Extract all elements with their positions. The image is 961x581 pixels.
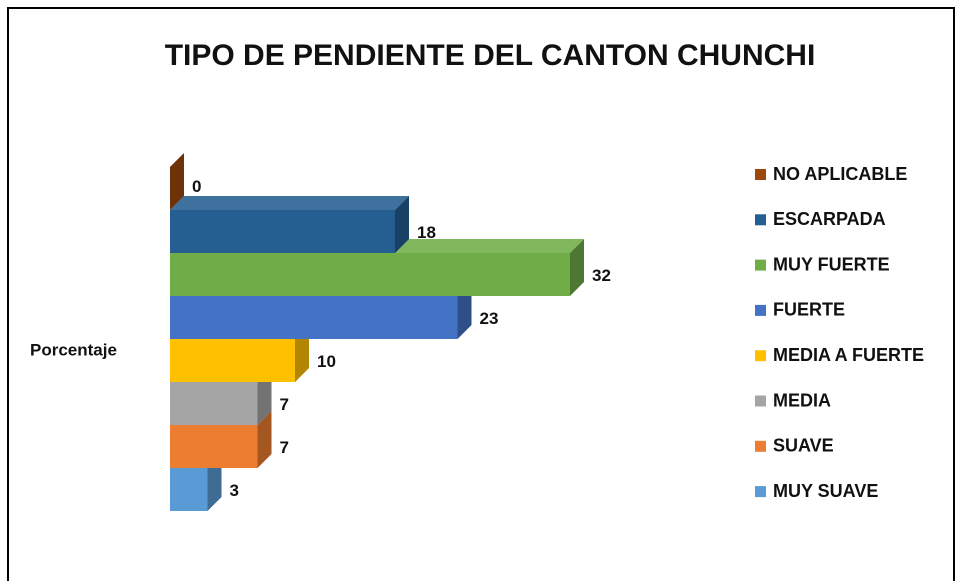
bar-side-shade — [207, 454, 222, 511]
data-label: 0 — [192, 177, 201, 196]
bar-side-shade — [570, 239, 584, 296]
legend-swatch — [755, 169, 766, 180]
bar-side — [395, 196, 409, 253]
legend-label: SUAVE — [773, 436, 834, 456]
bar — [170, 210, 395, 253]
bar-side — [295, 325, 309, 382]
bar-top-shade — [170, 196, 409, 210]
legend-swatch — [755, 395, 766, 407]
bar-top — [170, 196, 409, 210]
bar-side — [457, 282, 472, 339]
legend-label: FUERTE — [773, 300, 845, 320]
legend-swatch — [755, 259, 766, 271]
data-label: 3 — [230, 481, 239, 500]
data-label: 18 — [417, 223, 436, 242]
data-label: 7 — [280, 395, 289, 414]
bar — [170, 468, 208, 511]
bar-side-shade — [170, 153, 184, 210]
legend-swatch — [755, 486, 766, 498]
bar-side-shade — [395, 196, 409, 253]
bar-side-shade — [295, 325, 309, 382]
bar — [170, 339, 295, 382]
bar-side-shade — [457, 282, 472, 339]
bar — [170, 382, 258, 425]
data-label: 10 — [317, 352, 336, 371]
bar-side — [257, 368, 272, 425]
legend-swatch — [755, 440, 766, 452]
data-label: 7 — [280, 438, 289, 457]
bar — [170, 425, 258, 468]
legend-label: MUY SUAVE — [773, 481, 878, 501]
chart-title: TIPO DE PENDIENTE DEL CANTON CHUNCHI — [165, 39, 816, 72]
data-label: 32 — [592, 266, 611, 285]
category-label: Porcentaje — [30, 340, 117, 359]
legend-swatch — [755, 350, 766, 362]
bar-side — [170, 153, 184, 210]
bar-side-shade — [257, 368, 272, 425]
bar-side — [257, 411, 272, 468]
bar — [170, 296, 458, 339]
bar-side — [207, 454, 222, 511]
legend-label: NO APLICABLE — [773, 164, 907, 184]
data-label: 23 — [480, 309, 499, 328]
legend-swatch — [755, 214, 766, 226]
legend-label: MEDIA A FUERTE — [773, 345, 924, 365]
bar — [170, 253, 570, 296]
legend-label: ESCARPADA — [773, 209, 886, 229]
legend-label: MUY FUERTE — [773, 254, 890, 274]
legend-label: MEDIA — [773, 390, 831, 410]
bar-side — [570, 239, 584, 296]
bar-side-shade — [257, 411, 272, 468]
legend-swatch — [755, 304, 766, 316]
